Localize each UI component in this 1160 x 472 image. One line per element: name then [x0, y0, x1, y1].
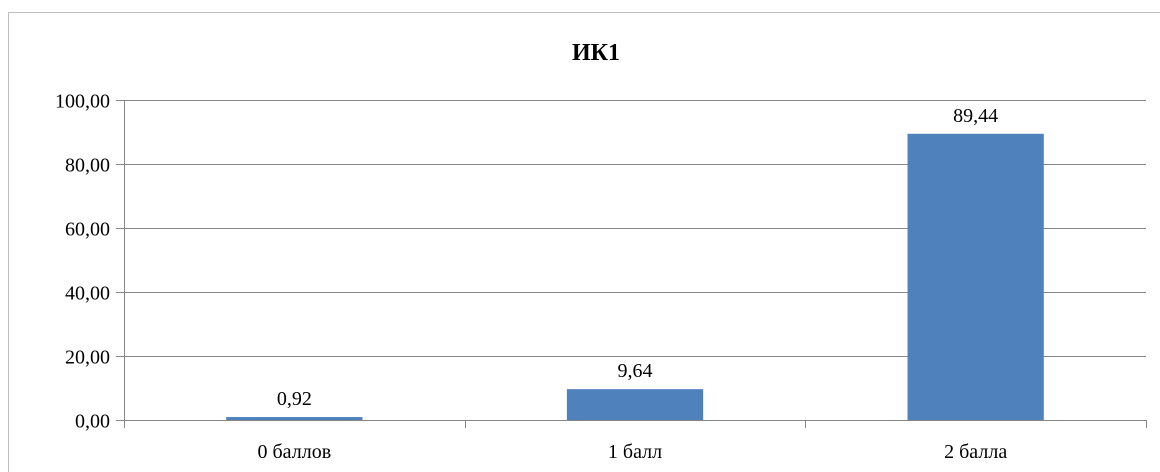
- y-tick-label: 60,00: [65, 219, 110, 241]
- x-tick-label: 0 баллов: [258, 441, 332, 463]
- x-tick-label: 2 балла: [944, 441, 1007, 463]
- chart-title: ИК1: [572, 40, 620, 66]
- y-tick-label: 40,00: [65, 283, 110, 305]
- y-tick-label: 0,00: [75, 411, 110, 433]
- bar: [566, 389, 704, 420]
- x-tick-label: 1 балл: [608, 441, 662, 463]
- data-label: 9,64: [618, 360, 653, 382]
- data-label: 0,92: [277, 388, 312, 410]
- bar: [907, 133, 1044, 421]
- y-tick-label: 20,00: [65, 347, 110, 369]
- bars: [226, 133, 1044, 421]
- chart-frame: [8, 12, 1160, 472]
- data-label: 89,44: [953, 105, 998, 127]
- data-labels: 0,92 9,64 89,44: [277, 105, 998, 410]
- y-tick-label: 100,00: [55, 91, 110, 113]
- y-axis-ticks: 0,00 20,00 40,00 60,00 80,00 100,00: [55, 91, 110, 433]
- bar: [226, 417, 363, 420]
- x-axis-ticks: 0 баллов 1 балл 2 балла: [124, 420, 1147, 463]
- y-tick-label: 80,00: [65, 155, 110, 177]
